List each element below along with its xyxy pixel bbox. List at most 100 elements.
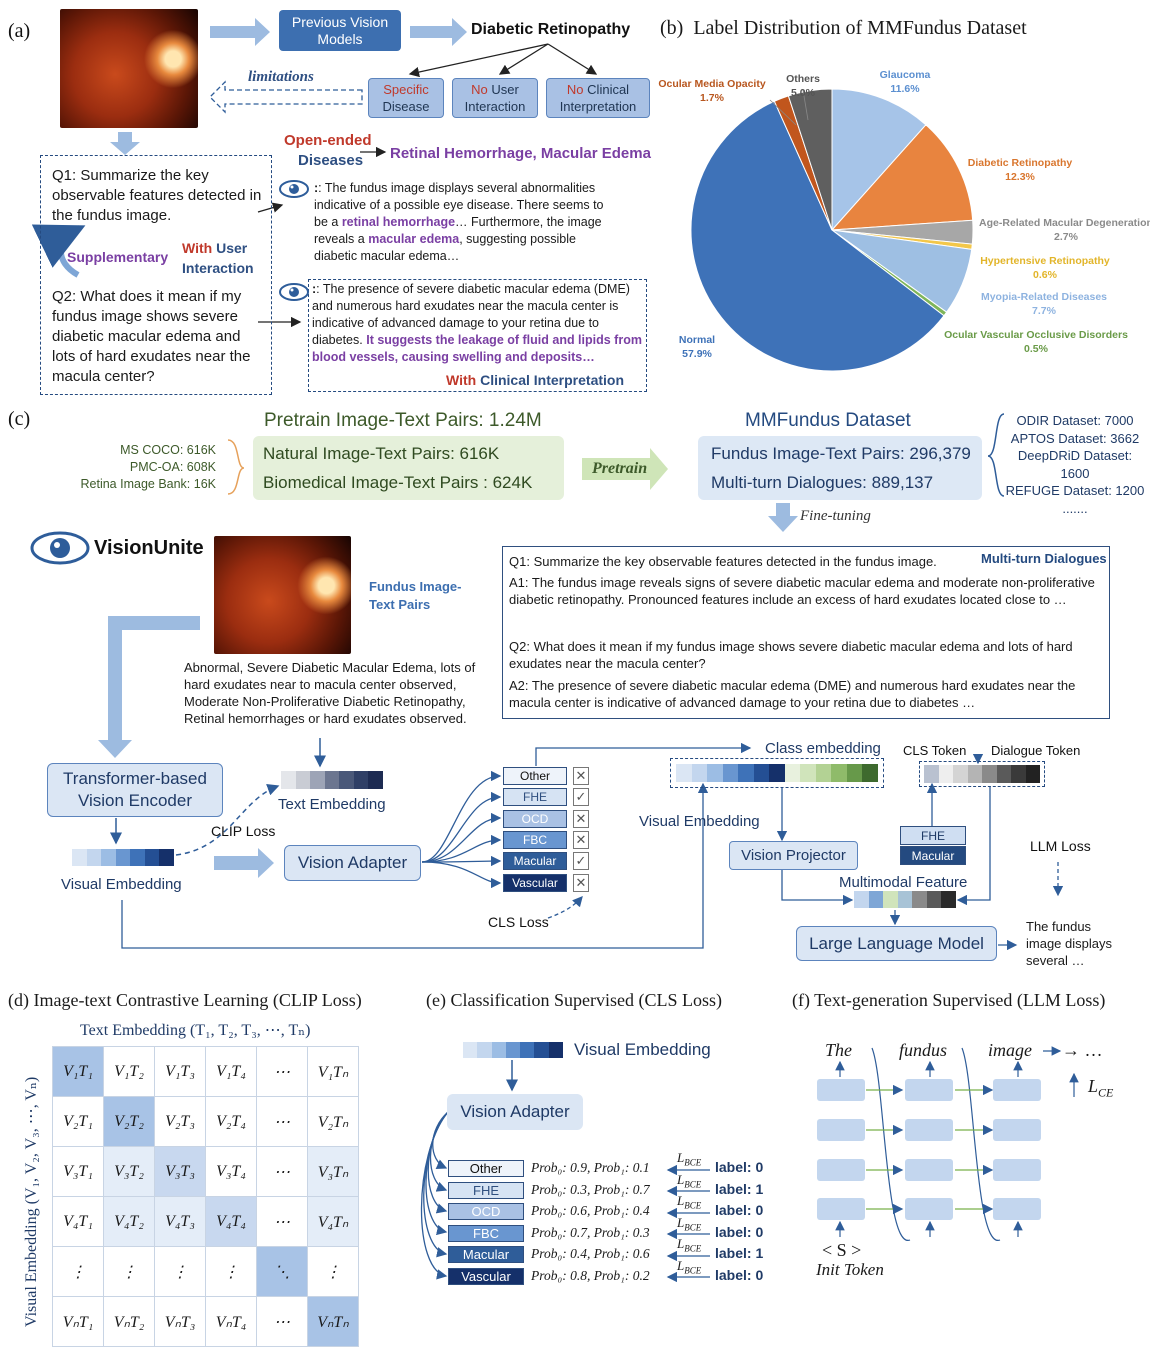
matrix-cell: V₄T₂: [103, 1196, 155, 1247]
matrix-cell: ⋱: [256, 1246, 308, 1297]
lim3-a: No: [566, 82, 584, 97]
large-language-model-box: Large Language Model: [796, 926, 997, 961]
biomedical-pairs: Biomedical Image-Text Pairs : 624K: [263, 473, 533, 492]
e-label: label: 0: [715, 1159, 764, 1175]
fundus-caption: Abnormal, Severe Diabetic Macular Edema,…: [184, 660, 476, 726]
mscoco: MS COCO: 616K: [120, 443, 216, 457]
with-clin-b: Clinical Interpretation: [480, 372, 625, 388]
clip-loss-label: CLIP Loss: [211, 823, 276, 839]
matrix-cell: V₂T₄: [205, 1096, 257, 1147]
a1-p1: : The fundus image displays several abno…: [314, 181, 604, 229]
fundus-image: [60, 9, 198, 128]
e-label: label: 0: [715, 1202, 764, 1219]
fhe-box: FHE: [900, 826, 966, 845]
pretrain-label: Pretrain: [592, 460, 648, 477]
e-prob: Prob₀: 0.3, Prob₁: 0.7: [531, 1181, 650, 1197]
pretrain-title: Pretrain Image-Text Pairs: 1.24M: [264, 410, 542, 431]
panel-b-label: (b): [660, 17, 684, 39]
pretrain-pairs-box: [253, 436, 564, 500]
eye-icon: [278, 281, 310, 303]
e-prob: Prob₀: 0.6, Prob₁: 0.4: [531, 1203, 650, 1219]
llm-layer-block: [817, 1198, 865, 1220]
init-token-symbol: < S >: [822, 1240, 862, 1260]
matrix-row: V₃T₁ V₃T₂ V₃T₃ V₃T₄ ⋯ V₃Tₙ: [52, 1146, 359, 1197]
e-class-ocd: OCD: [448, 1203, 524, 1221]
mmfundus-box: [698, 436, 982, 500]
visionunite-logo-icon: [30, 526, 90, 570]
matrix-row: ⋮ ⋮ ⋮ ⋮ ⋱ ⋮: [52, 1246, 359, 1297]
transformer-vision-encoder: Transformer-based Vision Encoder: [47, 763, 223, 817]
e-class-vascular: Vascular: [448, 1268, 524, 1285]
matrix-cell: VₙT₁: [52, 1296, 104, 1347]
a2-p1: : The presence of severe diabetic macula…: [312, 282, 630, 347]
matrix-cell: VₙTₙ: [307, 1296, 359, 1347]
matrix-row: VₙT₁ VₙT₂ VₙT₃ VₙT₄ ⋯ VₙTₙ: [52, 1296, 359, 1347]
lim2-c: Interaction: [464, 99, 526, 114]
cls-check-icon: ✕: [573, 767, 589, 785]
matrix-cell: V₄T₃: [154, 1196, 206, 1247]
token-box: [919, 761, 1045, 787]
with-user-c: Interaction: [182, 260, 254, 276]
finetuning-label: Fine-tuning: [800, 508, 871, 524]
matrix-cell: VₙT₃: [154, 1296, 206, 1347]
llm-layer-block: [905, 1119, 953, 1141]
e-lbce: LBCE: [677, 1214, 702, 1233]
finetune-arrow: [768, 503, 798, 532]
cls-label-vascular: Vascular: [503, 873, 567, 892]
matrix-cell: ⋮: [52, 1246, 104, 1297]
e-label: label: 1: [715, 1245, 764, 1262]
panel-d-label: (d) Image-text Contrastive Learning (CLI…: [8, 990, 362, 1010]
matrix-cell: V₂T₂: [103, 1096, 155, 1147]
matrix-cell: V₄Tₙ: [307, 1196, 359, 1247]
mt-q2: Q2: What does it mean if my fundus image…: [509, 639, 1073, 671]
fundus-image-2: [214, 536, 351, 654]
matrix-cell: ⋯: [256, 1146, 308, 1197]
e-class-other: Other: [448, 1160, 524, 1177]
class-embedding-strip: [676, 764, 878, 782]
dots: .......: [1062, 500, 1088, 516]
limitation-no-user-interaction: No User Interaction: [452, 78, 538, 118]
matrix-cell: V₁T₄: [205, 1046, 257, 1097]
multimodal-feature-label: Multimodal Feature: [839, 874, 968, 891]
limitation-specific-disease: Specific Disease: [368, 78, 444, 118]
e-class-fhe: FHE: [448, 1181, 524, 1199]
token-strip: [924, 765, 1040, 783]
question-q1: Q1: Summarize the key observable feature…: [52, 167, 262, 224]
dialogues-count: Multi-turn Dialogues: 889,137: [711, 473, 934, 492]
matrix-cell: ⋮: [154, 1246, 206, 1297]
a1-p2: … Furthermore, the image reveals a: [314, 215, 602, 246]
lim2-b: User: [491, 82, 519, 97]
cls-label-other: Other: [503, 767, 567, 785]
word-image: image: [988, 1040, 1032, 1060]
class-embedding-box: [670, 758, 884, 788]
user-questions-box: [40, 155, 272, 395]
matrix-cell: V₃T₄: [205, 1146, 257, 1197]
out-a: The fundus: [1026, 919, 1092, 934]
panel-f-label: (f) Text-generation Supervised (LLM Loss…: [792, 990, 1106, 1010]
cls-token-label: CLS Token: [903, 743, 967, 758]
mt-q1: Q1: Summarize the key observable feature…: [509, 554, 937, 569]
source-datasets: ODIR Dataset: 7000 APTOS Dataset: 3662 D…: [1002, 412, 1148, 517]
deepdrid: DeepDRiD Dataset: 1600: [1017, 448, 1133, 481]
cls-label-fbc: FBC: [503, 830, 567, 849]
eye-icon: [278, 178, 310, 200]
with-user-b: User: [216, 240, 248, 256]
pretrain-arrow: [582, 448, 668, 490]
llm-layer-block: [817, 1119, 865, 1141]
out-c: several …: [1026, 953, 1085, 968]
question-q2: Q2: What does it mean if my fundus image…: [52, 288, 251, 385]
matrix-cell: V₄T₁: [52, 1196, 104, 1247]
vision-projector-box: Vision Projector: [729, 841, 858, 870]
lim1-a: Specific: [383, 82, 429, 97]
e-visual-embedding-label: Visual Embedding: [574, 1040, 711, 1059]
matrix-cell: ⋯: [256, 1296, 308, 1347]
answer-a2: :: The presence of severe diabetic macul…: [312, 281, 642, 366]
matrix-cell: V₁T₂: [103, 1046, 155, 1097]
matrix-cell: V₃T₁: [52, 1146, 104, 1197]
text-embedding-strip: [281, 771, 384, 789]
with-user-interaction-label: With User Interaction: [182, 238, 254, 278]
mt-a2: A2: The presence of severe diabetic macu…: [509, 678, 1076, 710]
matrix-cell: V₁T₃: [154, 1046, 206, 1097]
matrix-cell: VₙT₄: [205, 1296, 257, 1347]
